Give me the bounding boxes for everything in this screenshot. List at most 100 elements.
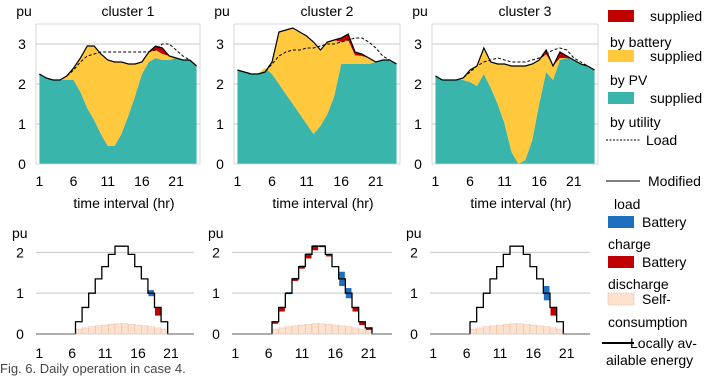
bot3-self-consumption-bar xyxy=(509,323,517,335)
bot1-discharge-bar xyxy=(155,307,161,316)
bot1-ytick-label: 1 xyxy=(16,285,24,301)
bot3-xtick-label: 1 xyxy=(429,345,437,361)
top3-xlabel: time interval (hr) xyxy=(470,195,571,211)
top2-xlabel: time interval (hr) xyxy=(272,195,373,211)
bot1-self-consumption-bar xyxy=(160,328,168,335)
legend-pv-label: supplied xyxy=(650,48,702,64)
top1-xlabel: time interval (hr) xyxy=(73,195,174,211)
bot3-self-consumption-bar xyxy=(496,324,504,335)
bot3-xtick-label: 21 xyxy=(559,345,575,361)
legend-local-label: Locally av- xyxy=(630,335,697,351)
top3-plot-frame xyxy=(431,23,599,165)
top1-xtick-label: 21 xyxy=(168,173,184,189)
bot2-self-consumption-bar xyxy=(285,326,293,335)
bot3-self-consumption-bar xyxy=(469,328,477,335)
legend-discharge-label: Battery xyxy=(642,254,686,270)
top2-xtick-label: 6 xyxy=(268,173,276,189)
bot3-xtick-label: 16 xyxy=(526,345,542,361)
figure-caption-wrap: Fig. 6. Daily operation in case 4. xyxy=(0,360,400,377)
legend-discharge-swatch xyxy=(608,256,634,268)
bot1-self-consumption-bar xyxy=(114,323,122,335)
legend-utility-swatch xyxy=(608,92,634,104)
bot3-ytick-label: 0 xyxy=(410,326,418,342)
top3-ytick-label: 1 xyxy=(414,116,422,132)
bot1-self-consumption-bar xyxy=(81,327,89,335)
top1-plot-frame xyxy=(35,23,201,165)
bot1-self-consumption-bar xyxy=(75,328,83,335)
bot2-discharge-bar xyxy=(299,266,305,269)
bot2-discharge-bar xyxy=(359,321,365,326)
bot2-self-consumption-bar xyxy=(325,323,333,335)
bot3-xtick-label: 6 xyxy=(463,345,471,361)
legend-modified-label-2: load xyxy=(614,196,640,212)
bot1-self-consumption-bar xyxy=(127,323,136,335)
bot1-self-consumption-bar xyxy=(134,324,142,335)
bot2-ylabel: pu xyxy=(208,225,224,241)
bot3-self-consumption-bar xyxy=(556,328,564,335)
bot1-self-consumption-bar xyxy=(154,327,162,335)
bot3-self-consumption-bar xyxy=(516,323,524,335)
bot1-self-consumption-bar xyxy=(141,325,149,335)
legend-utility-label-2: by utility xyxy=(610,114,661,130)
legend-discharge-label-2: discharge xyxy=(608,276,669,292)
bot1-xtick-label: 1 xyxy=(35,345,43,361)
top1-xtick-label: 1 xyxy=(36,173,44,189)
top1-xtick-label: 16 xyxy=(134,173,150,189)
top3-xtick-label: 11 xyxy=(497,173,512,189)
bot3-self-consumption-bar xyxy=(549,327,557,335)
legend-local-label-2: ailable energy xyxy=(606,352,693,368)
bot2-self-consumption-bar xyxy=(318,323,326,335)
top2-xtick-label: 21 xyxy=(368,173,384,189)
top1-ylabel: pu xyxy=(16,3,32,19)
bot2-xtick-label: 16 xyxy=(328,345,344,361)
top2-title: cluster 2 xyxy=(301,3,354,19)
top1-load-line xyxy=(39,43,197,81)
bot3-self-consumption-bar xyxy=(529,324,537,335)
bot2-xtick-label: 1 xyxy=(231,345,239,361)
bot2-discharge-bar xyxy=(325,254,332,257)
top2-ytick-label: 2 xyxy=(216,76,224,92)
top3-xtick-label: 16 xyxy=(531,173,547,189)
top1-utility-area xyxy=(39,58,197,164)
bot3-self-consumption-bar xyxy=(543,326,551,335)
bot1-self-consumption-bar xyxy=(147,326,155,335)
bot2-self-consumption-bar xyxy=(298,324,306,335)
figure-caption: Fig. 6. Daily operation in case 4. xyxy=(0,361,186,376)
legend-battery-label-2: by battery xyxy=(610,34,671,50)
top1-ytick-label: 3 xyxy=(18,36,26,52)
top2-xtick-label: 11 xyxy=(299,173,314,189)
bot2-xtick-label: 11 xyxy=(295,345,310,361)
bot1-self-consumption-bar xyxy=(101,324,109,335)
bot3-ytick-label: 2 xyxy=(410,244,418,260)
top3-utility-area xyxy=(435,58,595,164)
bot2-xtick-label: 21 xyxy=(361,345,377,361)
top1-ytick-label: 2 xyxy=(18,76,26,92)
bot2-self-consumption-bar xyxy=(351,327,359,335)
bot2-self-consumption-bar xyxy=(291,325,299,335)
bot3-self-consumption-bar xyxy=(489,325,497,335)
bot1-self-consumption-bar xyxy=(108,323,116,335)
top1-ytick-label: 1 xyxy=(18,116,26,132)
top1-pv-area xyxy=(39,46,197,146)
bot2-ytick-label: 0 xyxy=(212,326,220,342)
top1-xtick-label: 11 xyxy=(100,173,115,189)
bot3-self-consumption-bar xyxy=(503,323,511,335)
bot1-self-consumption-bar xyxy=(95,325,103,335)
top2-ytick-label: 0 xyxy=(216,156,224,172)
legend-battery-label: supplied xyxy=(650,8,702,24)
bot2-self-consumption-bar xyxy=(305,323,313,335)
top2-pv-area xyxy=(237,28,397,134)
legend-self-swatch xyxy=(607,292,635,306)
top3-modified-load-line xyxy=(435,46,595,81)
bot2-discharge-bar xyxy=(292,278,299,281)
top2-modified-load-line xyxy=(237,27,397,75)
top1-xtick-label: 6 xyxy=(70,173,78,189)
bot2-self-consumption-bar xyxy=(358,328,366,335)
bot1-xtick-label: 21 xyxy=(163,345,179,361)
bot3-ytick-label: 1 xyxy=(410,285,418,301)
legend-charge-label: Battery xyxy=(642,214,686,230)
legend-pv-swatch xyxy=(608,50,634,62)
bot1-xtick-label: 6 xyxy=(68,345,76,361)
bot2-self-consumption-bar xyxy=(278,327,286,335)
